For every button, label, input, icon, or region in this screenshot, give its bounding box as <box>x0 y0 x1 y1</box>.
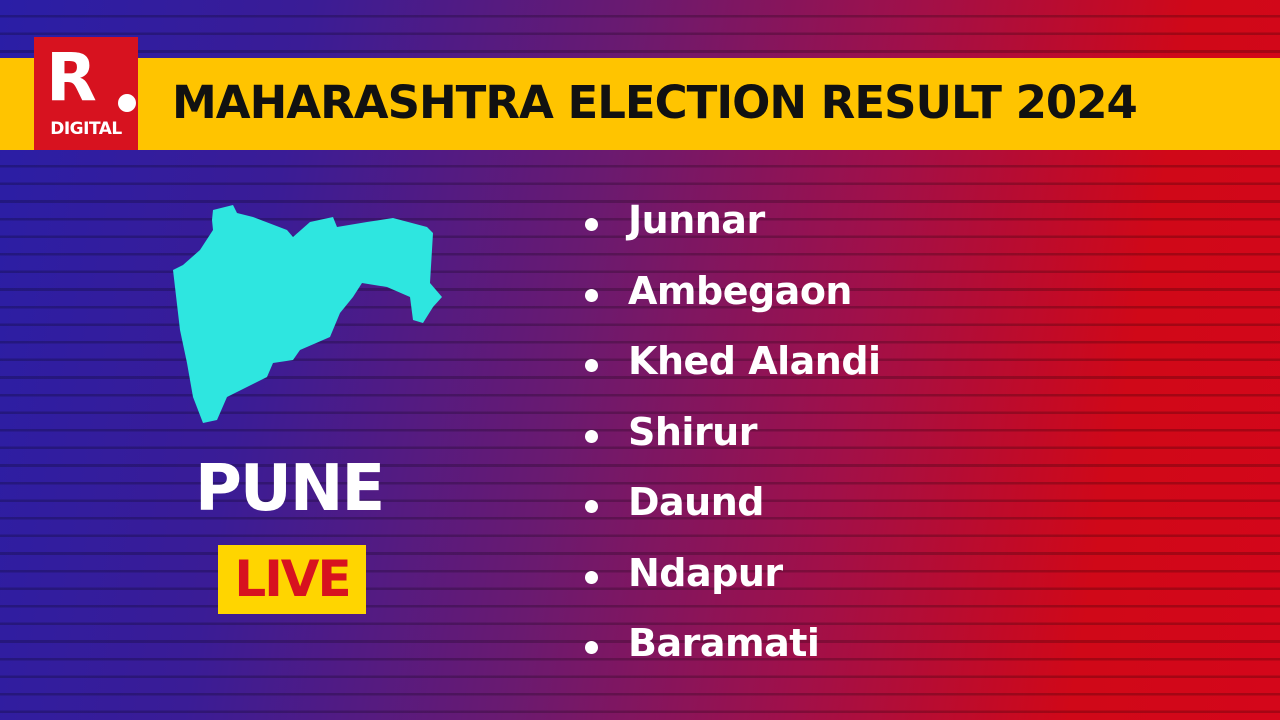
logo-dot <box>118 94 136 112</box>
bullet-icon <box>585 429 598 443</box>
bullet-icon <box>585 288 598 302</box>
list-item: Ambegaon <box>585 269 881 340</box>
list-item: Ndapur <box>585 551 881 622</box>
bullet-icon <box>585 218 598 231</box>
r-digital-logo: R DIGITAL <box>34 37 138 150</box>
list-item: Baramati <box>585 621 881 692</box>
logo-letter: R <box>46 39 97 116</box>
bullet-icon <box>585 641 598 654</box>
background-stripes-top <box>0 0 1280 58</box>
header-banner <box>0 58 1280 150</box>
bullet-icon <box>585 500 598 513</box>
list-item: Khed Alandi <box>585 339 881 410</box>
list-item: Shirur <box>585 410 881 481</box>
list-item: Junnar <box>585 198 881 269</box>
district-name: PUNE <box>195 452 385 526</box>
constituency-list: Junnar Ambegaon Khed Alandi Shirur Daund… <box>585 198 881 692</box>
page-title: MAHARASHTRA ELECTION RESULT 2024 <box>172 76 1138 129</box>
bullet-icon <box>585 359 598 372</box>
list-item: Daund <box>585 480 881 551</box>
live-badge: LIVE <box>218 545 366 614</box>
bullet-icon <box>585 570 598 584</box>
logo-sub: DIGITAL <box>50 119 122 139</box>
